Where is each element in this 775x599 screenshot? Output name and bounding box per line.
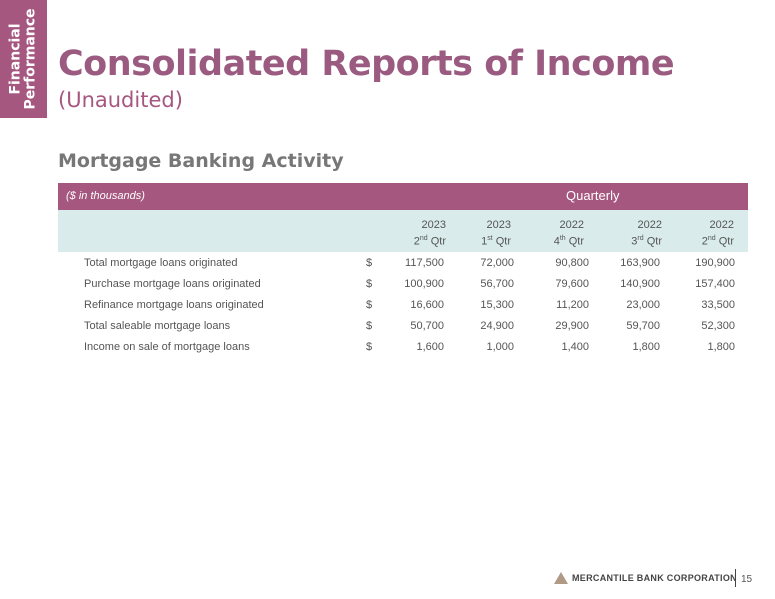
page-number: 15 xyxy=(741,574,753,585)
cell-value: 157,400 xyxy=(695,278,735,290)
footer-divider xyxy=(735,569,736,587)
column-quarter: 2nd Qtr xyxy=(413,235,446,248)
section-tab: Financial Performance xyxy=(0,0,47,118)
column-quarter: 1st Qtr xyxy=(481,235,511,248)
column-header: 2022 4th Qtr xyxy=(514,218,584,249)
cell-value: 59,700 xyxy=(626,320,660,332)
cell-value: 79,600 xyxy=(555,278,589,290)
currency-symbol: $ xyxy=(366,278,373,290)
column-header: 2023 2nd Qtr xyxy=(376,218,446,249)
column-quarter: 3rd Qtr xyxy=(631,235,662,248)
currency-symbol: $ xyxy=(366,341,373,353)
company-name: MERCANTILE BANK CORPORATION xyxy=(572,573,737,583)
section-title: Mortgage Banking Activity xyxy=(58,150,344,172)
cell-value: 1,800 xyxy=(707,341,735,353)
cell-value: 163,900 xyxy=(620,257,660,269)
table-row: Income on sale of mortgage loans $ 1,600… xyxy=(58,338,748,359)
page-subtitle: (Unaudited) xyxy=(58,88,183,112)
cell-value: 190,900 xyxy=(695,257,735,269)
currency-symbol: $ xyxy=(366,257,373,269)
table-row: Total mortgage loans originated $ 117,50… xyxy=(58,254,748,275)
row-label: Total mortgage loans originated xyxy=(84,257,238,269)
column-header: 2022 3rd Qtr xyxy=(592,218,662,249)
column-header-row: 2023 2nd Qtr 2023 1st Qtr 2022 4th Qtr 2… xyxy=(58,210,748,252)
cell-value: 56,700 xyxy=(480,278,514,290)
cell-value: 72,000 xyxy=(480,257,514,269)
cell-value: 15,300 xyxy=(480,299,514,311)
section-tab-label: Financial Performance xyxy=(7,8,39,110)
column-header: 2022 2nd Qtr xyxy=(664,218,734,249)
cell-value: 90,800 xyxy=(555,257,589,269)
column-header: 2023 1st Qtr xyxy=(441,218,511,249)
column-year: 2022 xyxy=(637,219,662,231)
table-header-bar: ($ in thousands) Quarterly xyxy=(58,183,748,210)
cell-value: 23,000 xyxy=(626,299,660,311)
column-quarter: 4th Qtr xyxy=(553,235,584,248)
row-label: Refinance mortgage loans originated xyxy=(84,299,264,311)
cell-value: 1,000 xyxy=(486,341,514,353)
cell-value: 29,900 xyxy=(555,320,589,332)
cell-value: 33,500 xyxy=(701,299,735,311)
cell-value: 140,900 xyxy=(620,278,660,290)
section-tab-line1: Financial xyxy=(7,23,24,95)
table-row: Purchase mortgage loans originated $ 100… xyxy=(58,275,748,296)
table-body: Total mortgage loans originated $ 117,50… xyxy=(58,254,748,359)
cell-value: 11,200 xyxy=(556,299,589,311)
column-year: 2022 xyxy=(709,219,734,231)
cell-value: 1,600 xyxy=(416,341,444,353)
currency-symbol: $ xyxy=(366,320,373,332)
logo-triangle-icon xyxy=(554,572,568,584)
cell-value: 1,400 xyxy=(561,341,589,353)
company-logo: MERCANTILE BANK CORPORATION xyxy=(554,572,737,584)
row-label: Purchase mortgage loans originated xyxy=(84,278,261,290)
cell-value: 52,300 xyxy=(701,320,735,332)
cell-value: 50,700 xyxy=(410,320,444,332)
cell-value: 1,800 xyxy=(632,341,660,353)
column-year: 2022 xyxy=(559,219,584,231)
page-title: Consolidated Reports of Income xyxy=(58,44,675,84)
cell-value: 24,900 xyxy=(480,320,514,332)
row-label: Income on sale of mortgage loans xyxy=(84,341,250,353)
cell-value: 16,600 xyxy=(410,299,444,311)
column-quarter: 2nd Qtr xyxy=(701,235,734,248)
cell-value: 100,900 xyxy=(404,278,444,290)
group-header: Quarterly xyxy=(566,188,620,203)
table-row: Refinance mortgage loans originated $ 16… xyxy=(58,296,748,317)
units-label: ($ in thousands) xyxy=(66,190,145,202)
row-label: Total saleable mortgage loans xyxy=(84,320,231,332)
currency-symbol: $ xyxy=(366,299,373,311)
column-year: 2023 xyxy=(421,219,446,231)
cell-value: 117,500 xyxy=(405,257,444,269)
column-year: 2023 xyxy=(486,219,511,231)
section-tab-line2: Performance xyxy=(22,8,39,110)
table-row: Total saleable mortgage loans $ 50,700 2… xyxy=(58,317,748,338)
